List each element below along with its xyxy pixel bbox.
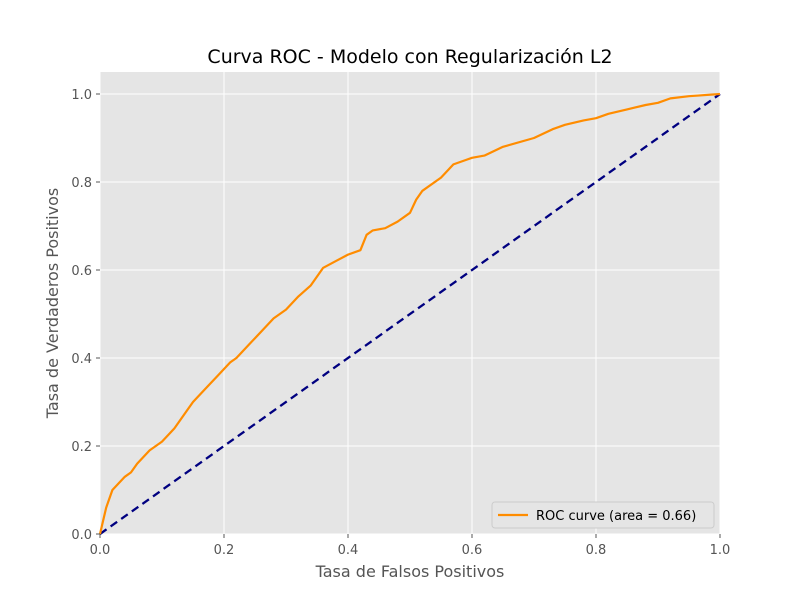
y-tick-label: 0.4: [71, 352, 92, 367]
legend: ROC curve (area = 0.66): [491, 501, 715, 529]
x-tick-label: 1.0: [710, 543, 731, 558]
y-tick-label: 0.6: [71, 264, 92, 279]
y-axis-label: Tasa de Verdaderos Positivos: [43, 188, 62, 419]
plot-area: [100, 72, 720, 534]
x-tick-label: 0.4: [338, 543, 359, 558]
legend-box: [491, 501, 715, 529]
x-axis-label: Tasa de Falsos Positivos: [315, 562, 505, 581]
chart-title: Curva ROC - Modelo con Regularización L2: [207, 46, 612, 68]
grid-lines: [99, 72, 721, 535]
roc-curve-line: [98, 92, 721, 535]
legend-entry-roc: ROC curve (area = 0.66): [536, 509, 696, 524]
y-tick-label: 0.0: [71, 528, 92, 543]
x-tick-label: 0.6: [462, 543, 483, 558]
x-tick-label: 0.8: [586, 543, 607, 558]
random-classifier-line: [99, 93, 721, 535]
series-lines: [98, 92, 721, 535]
y-tick-label: 1.0: [71, 88, 92, 103]
x-tick-label: 0.2: [214, 543, 235, 558]
y-tick-label: 0.2: [71, 440, 92, 455]
tick-labels: 0.0 0.2 0.4 0.6 0.8 1.0 0.0 0.2 0.4 0.6 0.8 1.0: [71, 88, 730, 558]
y-tick-label: 0.8: [71, 176, 92, 191]
x-tick-label: 0.0: [90, 543, 111, 558]
